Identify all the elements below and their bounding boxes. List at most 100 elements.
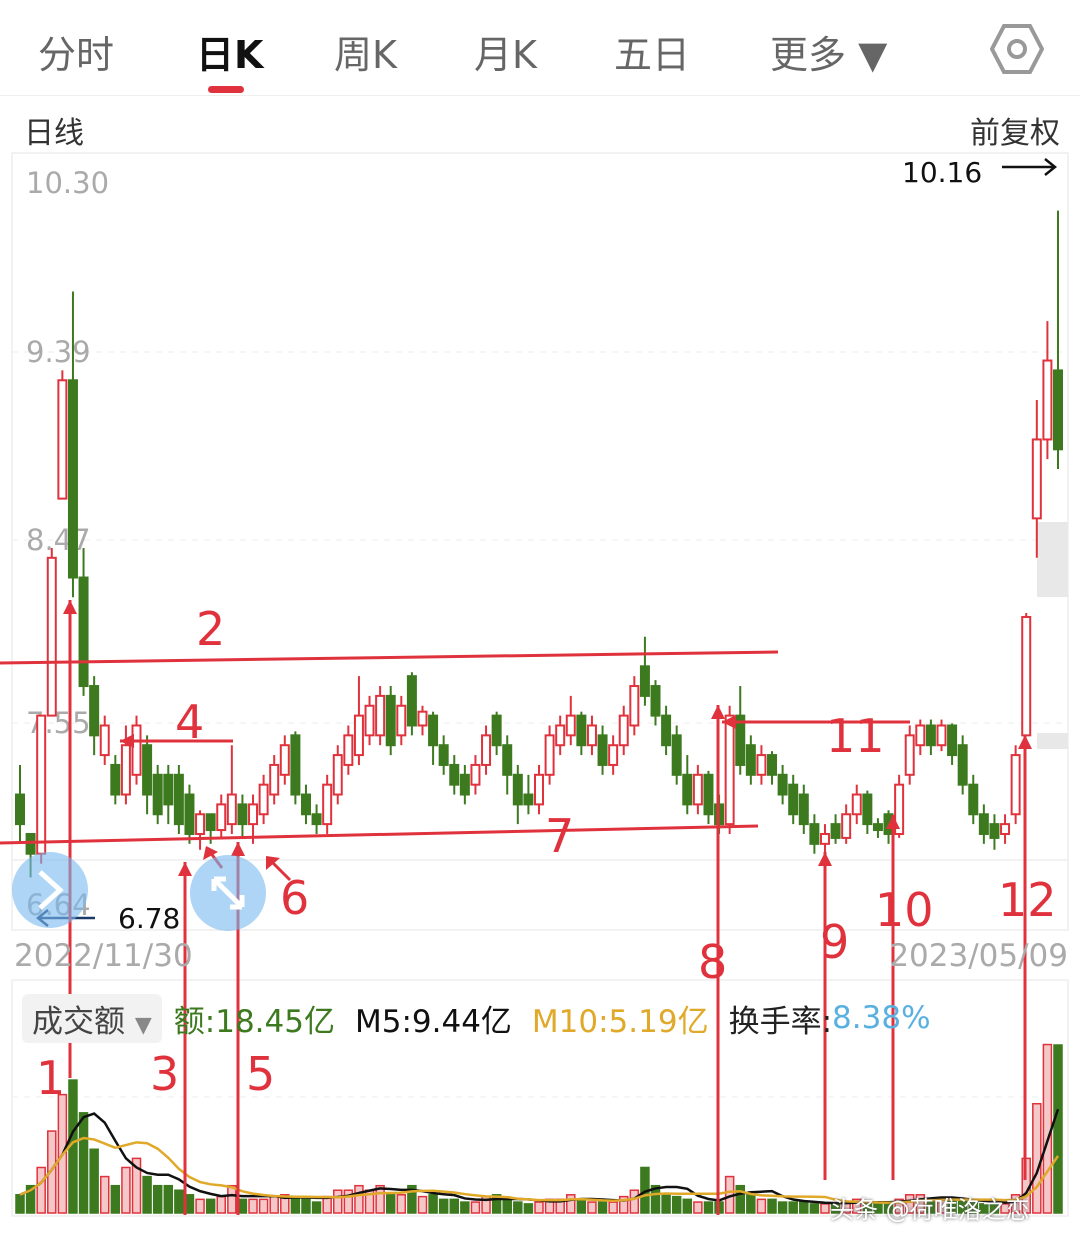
volume-bar [89,1148,99,1214]
expand-sidebar-button[interactable] [12,852,88,928]
candle-up [353,714,364,757]
annotation-number: 2 [196,602,225,656]
candle-down [438,744,449,766]
annotation-number: 4 [175,695,204,749]
candle-down [703,773,714,816]
candle-down [745,744,756,776]
candle-up [586,724,597,747]
candle-down [523,793,534,806]
volume-bar [979,1203,989,1214]
volume-bar [258,1198,269,1214]
tab-daily-k[interactable]: 日K [196,33,264,77]
candle-down [449,763,460,786]
volume-bar [121,1166,131,1214]
volume-bar [417,1195,428,1214]
candle-down [89,685,100,737]
candle-down [163,773,174,806]
volume-panel-frame [11,979,1069,1217]
volume-bar [428,1194,438,1214]
candle-down [767,754,778,776]
annotation-number: 9 [820,915,849,969]
arrow-up-icon [231,842,245,856]
candle-down [459,773,470,796]
y-tick-label: 10.30 [26,166,109,200]
volume-bar [587,1201,597,1214]
candle-up [608,744,619,766]
candle-down [872,823,883,832]
volume-bar [968,1201,979,1214]
candle-down [576,714,587,747]
watermark: 头条 @荷唯洛之恋 [830,1196,1030,1224]
end-date: 2023/05/09 [889,938,1068,974]
candle-up [1010,754,1021,816]
candle-up [364,704,375,737]
volume-bar [301,1198,311,1214]
candle-down [788,783,799,816]
volume-bar [852,1198,862,1214]
volume-bar [576,1198,587,1214]
volume-bar [269,1195,279,1214]
volume-bar [280,1194,290,1214]
adjust-mode-button[interactable]: 前复权 [970,116,1060,151]
candle-up [936,724,947,747]
tab-five-day[interactable]: 五日 [614,33,691,77]
candle-up [375,694,386,737]
hexagon-gear-icon[interactable] [990,22,1044,76]
volume-bar [407,1184,417,1214]
volume-bar [470,1201,481,1214]
caret-down-icon: ▼ [134,1012,152,1038]
volume-bar [671,1195,682,1214]
tab-more[interactable]: 更多 ▼ [770,33,888,77]
volume-bar [78,1112,89,1214]
candle-up [894,783,905,835]
candle-up [1000,823,1011,835]
candle-down [1053,369,1063,451]
volume-bar [184,1194,195,1214]
volume-bar [597,1201,608,1214]
candle-up [131,724,142,776]
tab-weekly-k[interactable]: 周K [334,33,397,77]
candle-up [1021,615,1032,737]
annotation-line [0,824,759,845]
start-date: 2022/11/30 [14,938,193,974]
annotation-number: 1 [36,1051,65,1105]
volume-bar [894,1198,904,1214]
candle-down [205,813,216,832]
volume-bar [756,1198,767,1214]
volume-bar [396,1194,407,1214]
volume-bar [205,1198,216,1214]
candle-up [544,734,555,776]
candle-up [343,734,354,766]
candle-down [15,793,25,826]
volume-bar [110,1184,121,1214]
m10-value: M10:5.19亿 [531,1003,709,1040]
candle-up [226,793,237,826]
volume-bar [767,1198,777,1214]
annotation-number: 7 [545,809,574,863]
volume-bar [989,1203,1000,1214]
candle-down [661,714,672,747]
candle-up [692,773,703,806]
candle-up [269,763,280,796]
volume-bar [163,1184,174,1214]
candle-down [862,793,873,826]
tab-monthly-k[interactable]: 月K [474,33,537,77]
candle-down [671,734,682,776]
indicator-selector[interactable]: 成交额 ▼ [22,993,162,1043]
candle-up [216,803,227,832]
candle-up [534,773,544,806]
candle-down [152,773,163,816]
amount-value: 额:18.45亿 [173,1003,335,1040]
candle-down [502,744,513,776]
fullscreen-button[interactable] [190,855,266,931]
volume-bar [142,1175,152,1214]
annotation-line [0,650,779,665]
candle-up [724,714,735,826]
volume-bar [216,1195,226,1214]
volume-bar [703,1201,714,1214]
volume-bar [777,1201,788,1214]
volume-bar [385,1192,396,1214]
tab-intraday[interactable]: 分时 [38,33,115,77]
candle-up [46,556,57,717]
